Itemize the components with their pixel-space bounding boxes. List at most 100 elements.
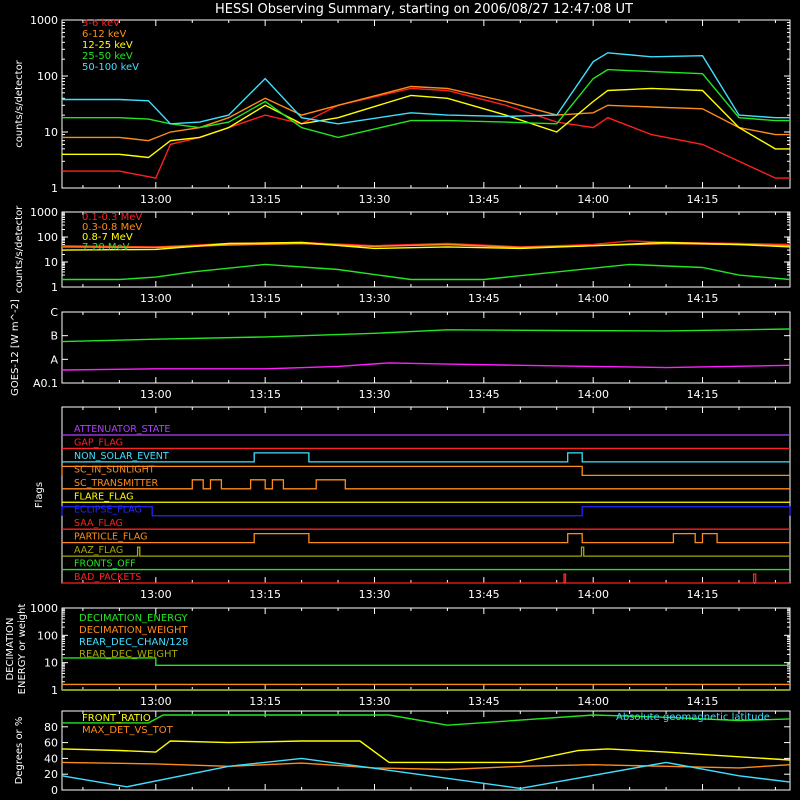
y-tick-label: 10 (44, 657, 58, 670)
time-tick-label: 14:15 (687, 193, 719, 206)
time-tick-label: 13:15 (249, 695, 281, 708)
time-tick-label: 14:15 (687, 588, 719, 601)
flag-label: GAP_FLAG (74, 437, 123, 448)
legend-entry: REAR_DEC_WEIGHT (79, 649, 178, 660)
time-tick-label: 13:30 (359, 388, 391, 401)
time-tick-label: 13:30 (359, 292, 391, 305)
time-tick-label: 14:00 (577, 292, 609, 305)
y-axis-label: counts/s/detector (14, 205, 25, 293)
y-tick-label: 80 (44, 721, 58, 734)
flag-label: BAD_PACKETS (74, 572, 141, 583)
legend-entry: 7-20 MeV (82, 242, 130, 253)
flag-line (62, 546, 790, 557)
legend-entry: MAX_DET_VS_TOT (82, 725, 174, 736)
series-line (62, 68, 790, 139)
time-tick-label: 14:15 (687, 292, 719, 305)
y-tick-label: C (50, 306, 58, 319)
series-line (62, 85, 790, 142)
y-tick-label: 1 (51, 182, 58, 195)
figure-title: HESSI Observing Summary, starting on 200… (215, 2, 633, 17)
legend-entry: 25-50 keV (82, 51, 133, 62)
panel-flags: 13:00 13:15 13:30 13:45 14:00 14:15 ATTENUATOR… (34, 406, 791, 601)
time-tick-label: 14:15 (687, 695, 719, 708)
flag-label: SAA_FLAG (74, 518, 123, 529)
series-line (61, 740, 791, 764)
time-tick-label: 13:15 (249, 388, 281, 401)
y-tick-label: 1000 (30, 206, 58, 219)
legend-entry: 50-100 keV (82, 62, 139, 73)
y-axis-label: GOES-12 [W m^-2] (10, 299, 21, 396)
time-tick-label: 13:45 (468, 695, 500, 708)
legend-entry: 0.3-0.8 MeV (82, 222, 142, 233)
y-tick-label: A0.1 (33, 377, 58, 390)
y-tick-label: 1 (51, 684, 58, 697)
time-tick-label: 13:00 (140, 695, 172, 708)
time-tick-label: 13:15 (249, 588, 281, 601)
y-axis-label: DECIMATION (5, 617, 16, 680)
flag-label: SC_IN_SUNLIGHT (74, 464, 155, 475)
y-axis-label: Degrees or % (14, 717, 25, 785)
time-tick-label: 13:45 (468, 193, 500, 206)
flag-line (62, 479, 790, 490)
legend-entry: FRONT_RATIO (82, 713, 151, 724)
legend-entry: 0.8-7 MeV (82, 232, 133, 243)
panel-frame (61, 710, 791, 791)
flag-label: ECLIPSE_FLAG (74, 505, 142, 516)
y-tick-label: 1000 (30, 602, 58, 615)
time-tick-label: 13:30 (359, 695, 391, 708)
flag-label: PARTICLE_FLAG (74, 532, 147, 543)
legend-entry: Absolute geomagnetic latitude (616, 712, 770, 723)
series-line (61, 328, 791, 343)
y-tick-label: 10 (44, 256, 58, 269)
flag-label: SC_TRANSMITTER (74, 478, 159, 489)
flag-line (61, 506, 791, 517)
y-tick-label: 20 (44, 768, 58, 781)
series-line (62, 87, 790, 159)
flag-line (62, 573, 790, 584)
time-tick-label: 13:30 (359, 588, 391, 601)
flag-label: FLARE_FLAG (74, 491, 134, 502)
time-tick-label: 13:15 (249, 193, 281, 206)
panel-panel3: 13:00 13:15 13:30 13:45 14:00 14:15 CBA A0.1 GOE… (10, 299, 791, 401)
series-line (62, 657, 790, 666)
series-line (61, 241, 791, 251)
legend-entry: 0.1-0.3 MeV (82, 212, 142, 223)
flag-line (61, 465, 790, 477)
panel-panel1: 13:00 13:15 13:30 13:45 14:00 14:15 1 10 100 1000… (14, 14, 791, 206)
time-tick-label: 13:30 (359, 193, 391, 206)
legend-entry: DECIMATION_WEIGHT (79, 625, 188, 636)
time-tick-label: 14:00 (577, 588, 609, 601)
y-tick-label: 0 (51, 784, 58, 797)
time-tick-label: 14:00 (577, 193, 609, 206)
flag-line (62, 532, 790, 544)
time-tick-label: 13:00 (140, 193, 172, 206)
y-tick-label: B (50, 330, 58, 343)
legend-entry: DECIMATION_ENERGY (79, 613, 188, 624)
flag-label: ATTENUATOR_STATE (74, 424, 170, 435)
flag-label: NON_SOLAR_EVENT (74, 451, 169, 462)
series-line (62, 263, 791, 281)
y-tick-label: 100 (37, 70, 58, 83)
time-tick-label: 13:45 (468, 588, 500, 601)
y-tick-label: 100 (37, 231, 58, 244)
y-tick-label: 100 (37, 629, 58, 642)
panel-frame (61, 311, 791, 384)
y-tick-label: 1000 (30, 14, 58, 27)
time-tick-label: 13:00 (140, 588, 172, 601)
panel-decimation: 13:00 13:15 13:30 13:45 14:00 14:15 1 10 100 1000… (5, 602, 791, 708)
legend-entry: 12-25 keV (82, 40, 133, 51)
y-tick-label: A (50, 353, 58, 366)
y-tick-label: 10 (44, 126, 58, 139)
panel-panel2: 13:00 13:15 13:30 13:45 14:00 14:15 1 10 100 1000… (14, 205, 791, 305)
legend-entry: 3-6 keV (82, 18, 120, 29)
series-line (62, 714, 791, 726)
time-tick-label: 13:45 (468, 292, 500, 305)
legend-entry: 6-12 keV (82, 29, 126, 40)
series-line (62, 87, 790, 179)
y-tick-label: 1 (51, 281, 58, 294)
flag-label: AAZ_FLAG (74, 545, 123, 556)
time-tick-label: 14:15 (687, 388, 719, 401)
time-tick-label: 13:00 (140, 292, 172, 305)
